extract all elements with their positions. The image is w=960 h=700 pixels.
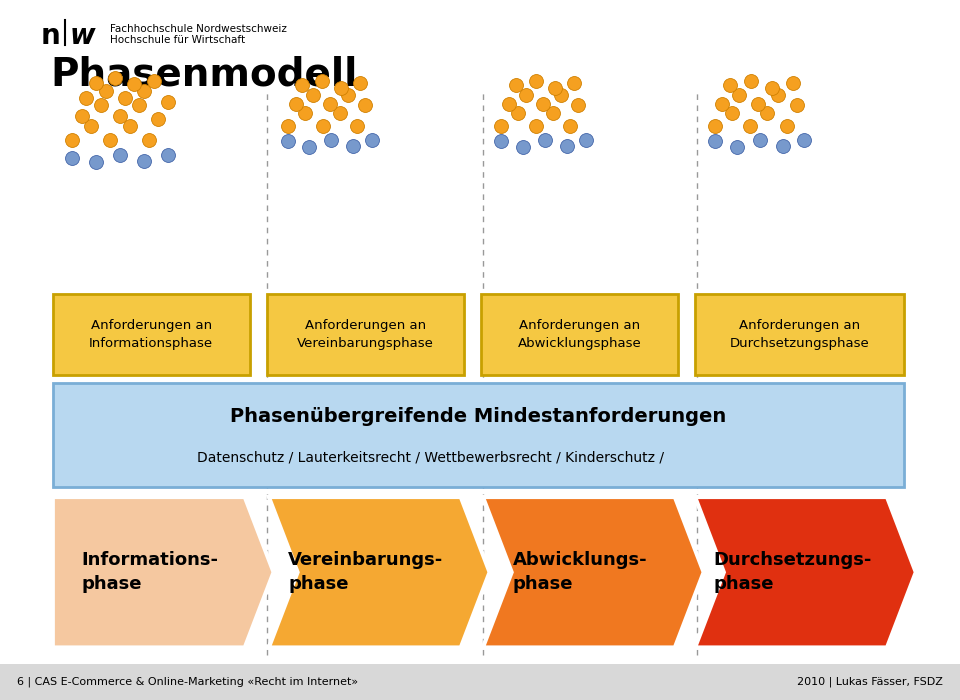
FancyBboxPatch shape [53,294,250,374]
Text: Anforderungen an
Abwicklungsphase: Anforderungen an Abwicklungsphase [517,318,641,350]
Polygon shape [53,497,274,648]
Text: Anforderungen an
Durchsetzungsphase: Anforderungen an Durchsetzungsphase [730,318,870,350]
Text: Anforderungen an
Informationsphase: Anforderungen an Informationsphase [89,318,213,350]
Text: Hochschule für Wirtschaft: Hochschule für Wirtschaft [110,35,246,45]
Text: w: w [70,22,96,50]
Text: n: n [40,22,60,50]
Polygon shape [483,497,704,648]
Text: Anforderungen an
Vereinbarungsphase: Anforderungen an Vereinbarungsphase [297,318,434,350]
Text: Abwicklungs-
phase: Abwicklungs- phase [513,552,647,593]
Text: Durchsetzungs-
phase: Durchsetzungs- phase [713,552,872,593]
Text: 2010 | Lukas Fässer, FSDZ: 2010 | Lukas Fässer, FSDZ [797,676,943,687]
Text: Phasenübergreifende Mindestanforderungen: Phasenübergreifende Mindestanforderungen [230,407,727,426]
FancyBboxPatch shape [695,294,904,374]
Text: Phasenmodell: Phasenmodell [50,56,357,94]
FancyBboxPatch shape [481,294,678,374]
Polygon shape [269,497,490,648]
FancyBboxPatch shape [267,294,464,374]
Text: Informations-
phase: Informations- phase [82,552,219,593]
FancyBboxPatch shape [0,664,960,700]
Text: 6 | CAS E-Commerce & Online-Marketing «Recht im Internet»: 6 | CAS E-Commerce & Online-Marketing «R… [17,676,358,687]
Text: Vereinbarungs-
phase: Vereinbarungs- phase [288,552,444,593]
Text: Datenschutz / Lauterkeitsrecht / Wettbewerbsrecht / Kinderschutz /: Datenschutz / Lauterkeitsrecht / Wettbew… [197,451,664,465]
FancyBboxPatch shape [53,383,904,486]
Polygon shape [695,497,916,648]
Text: Fachhochschule Nordwestschweiz: Fachhochschule Nordwestschweiz [110,25,287,34]
